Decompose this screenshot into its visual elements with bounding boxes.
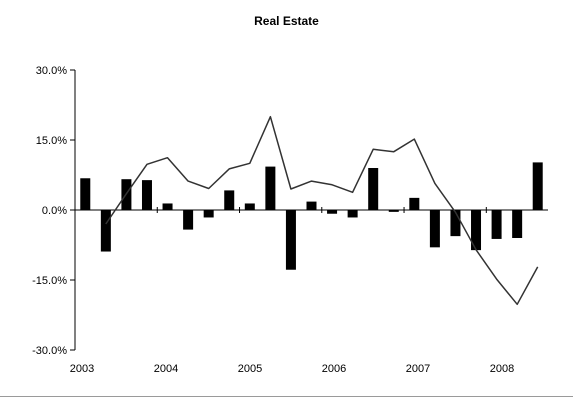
x-tick-label: 2007 bbox=[406, 363, 430, 375]
y-tick-label: 0.0% bbox=[42, 205, 67, 217]
bar bbox=[244, 203, 255, 210]
x-tick-label: 2008 bbox=[490, 363, 514, 375]
bar bbox=[306, 201, 317, 210]
bar bbox=[532, 162, 543, 210]
bar bbox=[450, 210, 461, 237]
bottom-divider bbox=[0, 396, 573, 397]
y-tick-label: 15.0% bbox=[36, 135, 67, 147]
bar bbox=[347, 210, 358, 218]
x-tick-label: 2004 bbox=[154, 363, 178, 375]
bar bbox=[429, 210, 440, 248]
bar bbox=[203, 210, 214, 218]
bar bbox=[388, 210, 399, 212]
x-tick-label: 2003 bbox=[70, 363, 94, 375]
bar bbox=[409, 197, 420, 210]
bar bbox=[327, 210, 338, 214]
chart-title: Real Estate bbox=[254, 14, 319, 28]
bar bbox=[100, 210, 111, 252]
bar bbox=[285, 210, 296, 270]
bar bbox=[162, 203, 173, 210]
bar bbox=[471, 210, 482, 251]
bar bbox=[80, 178, 91, 210]
x-tick-label: 2006 bbox=[322, 363, 346, 375]
x-tick-label: 2005 bbox=[238, 363, 262, 375]
bar bbox=[368, 168, 379, 210]
bar bbox=[141, 180, 152, 210]
bar bbox=[183, 210, 194, 230]
y-tick-label: -15.0% bbox=[32, 275, 67, 287]
y-tick-label: 30.0% bbox=[36, 65, 67, 77]
bar bbox=[512, 210, 523, 238]
line-series bbox=[105, 115, 539, 306]
bar bbox=[491, 210, 502, 239]
bar bbox=[224, 190, 235, 210]
y-tick-label: -30.0% bbox=[32, 345, 67, 357]
bar bbox=[265, 166, 276, 210]
